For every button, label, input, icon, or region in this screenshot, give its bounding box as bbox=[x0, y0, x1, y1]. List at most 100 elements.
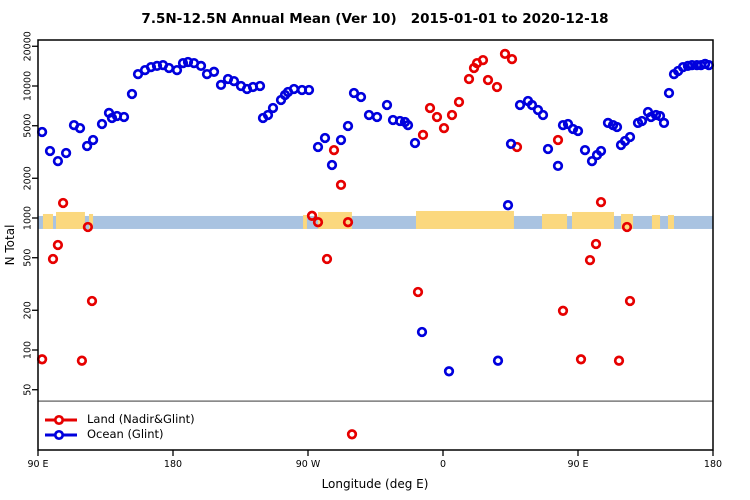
x-tick-label: 90 E bbox=[27, 459, 48, 470]
ocean-point bbox=[312, 141, 324, 153]
land-patch bbox=[416, 210, 514, 229]
ocean-point bbox=[195, 60, 207, 72]
ocean-point bbox=[177, 57, 189, 69]
land-point bbox=[86, 295, 98, 307]
ocean-point bbox=[611, 121, 623, 133]
ocean-point bbox=[96, 118, 108, 130]
land-point bbox=[417, 129, 429, 141]
land-point bbox=[57, 197, 69, 209]
y-tick-label: 2000 bbox=[23, 166, 34, 190]
ocean-point bbox=[645, 111, 657, 123]
land-point bbox=[621, 221, 633, 233]
land-point bbox=[613, 355, 625, 366]
ocean-point bbox=[636, 115, 648, 127]
data-points-layer bbox=[36, 48, 715, 440]
ocean-point bbox=[624, 131, 636, 143]
land-point bbox=[306, 210, 318, 221]
x-tick-label: 0 bbox=[440, 459, 446, 470]
y-tick-label: 100 bbox=[23, 341, 34, 359]
land-point bbox=[477, 54, 489, 66]
ocean-point bbox=[371, 111, 383, 123]
ocean-point bbox=[106, 112, 118, 124]
x-tick-label: 90 W bbox=[296, 459, 321, 470]
ocean-point bbox=[288, 83, 300, 95]
land-point bbox=[52, 239, 64, 251]
x-tick-label: 90 E bbox=[567, 459, 588, 470]
ocean-point bbox=[228, 75, 240, 87]
ocean-point bbox=[118, 111, 130, 123]
land-point bbox=[446, 109, 458, 121]
land-point bbox=[328, 144, 340, 156]
ocean-point bbox=[126, 88, 138, 100]
land-point bbox=[595, 196, 607, 208]
ocean-point bbox=[572, 125, 584, 137]
land-point bbox=[412, 286, 424, 298]
land-point bbox=[575, 354, 587, 365]
ocean-point bbox=[36, 126, 48, 138]
legend-label-land: Land (Nadir&Glint) bbox=[87, 412, 195, 426]
land-patch bbox=[651, 214, 661, 229]
ocean-point bbox=[182, 56, 194, 68]
land-patch bbox=[572, 211, 614, 229]
land-ocean-band bbox=[38, 210, 713, 229]
legend-label-ocean: Ocean (Glint) bbox=[87, 427, 164, 441]
land-patch bbox=[318, 211, 352, 229]
y-tick-label: 5000 bbox=[23, 114, 34, 138]
y-tick-label: 10000 bbox=[23, 71, 34, 101]
ocean-point bbox=[151, 60, 163, 72]
y-axis-title: N Total bbox=[3, 224, 17, 266]
ocean-marker-icon bbox=[45, 429, 77, 440]
y-tick-label: 500 bbox=[23, 249, 34, 267]
land-point bbox=[36, 354, 48, 365]
ocean-point bbox=[326, 159, 338, 171]
x-tick-label: 180 bbox=[164, 459, 182, 470]
land-point bbox=[346, 429, 358, 440]
land-point bbox=[453, 96, 465, 108]
land-point bbox=[431, 111, 443, 123]
land-point bbox=[438, 122, 450, 134]
land-point bbox=[463, 73, 475, 85]
land-point bbox=[47, 253, 59, 265]
ocean-point bbox=[208, 66, 220, 77]
land-patch bbox=[42, 213, 53, 229]
land-point bbox=[552, 134, 564, 146]
ocean-point bbox=[505, 138, 517, 150]
land-patch bbox=[56, 211, 85, 229]
ocean-point bbox=[381, 99, 393, 111]
land-patch bbox=[542, 213, 568, 229]
ocean-point bbox=[537, 109, 549, 121]
ocean-point bbox=[526, 99, 538, 111]
land-point bbox=[491, 81, 503, 93]
ocean-point bbox=[595, 145, 607, 157]
ocean-point bbox=[602, 117, 614, 129]
y-tick-label: 20000 bbox=[23, 31, 34, 61]
ocean-point bbox=[409, 137, 421, 149]
ocean-point bbox=[586, 155, 598, 167]
ocean-point bbox=[335, 134, 347, 146]
plot-box bbox=[37, 39, 714, 451]
ocean-point bbox=[81, 140, 93, 152]
ocean-point bbox=[303, 84, 315, 96]
ocean-point bbox=[319, 132, 331, 144]
legend-item-land: Land (Nadir&Glint) bbox=[44, 412, 195, 427]
chart-title: 7.5N-12.5N Annual Mean (Ver 10) 2015-01-… bbox=[141, 11, 609, 27]
ocean-point bbox=[262, 109, 274, 121]
land-point bbox=[584, 254, 596, 266]
ocean-point bbox=[342, 120, 354, 132]
ocean-point bbox=[416, 326, 428, 338]
ocean-point bbox=[145, 61, 157, 73]
land-point bbox=[557, 305, 569, 316]
ocean-point bbox=[658, 117, 670, 129]
land-point bbox=[499, 48, 511, 60]
ocean-point bbox=[552, 160, 564, 172]
ocean-point bbox=[74, 122, 86, 134]
ocean-point bbox=[542, 143, 554, 155]
land-point bbox=[76, 355, 88, 366]
land-point bbox=[82, 221, 94, 233]
ocean-point bbox=[394, 115, 406, 127]
y-tick-label: 1000 bbox=[23, 206, 34, 230]
ocean-point bbox=[355, 91, 367, 103]
ocean-point bbox=[579, 144, 591, 156]
ocean-point bbox=[52, 155, 64, 167]
ocean-point bbox=[363, 109, 375, 121]
